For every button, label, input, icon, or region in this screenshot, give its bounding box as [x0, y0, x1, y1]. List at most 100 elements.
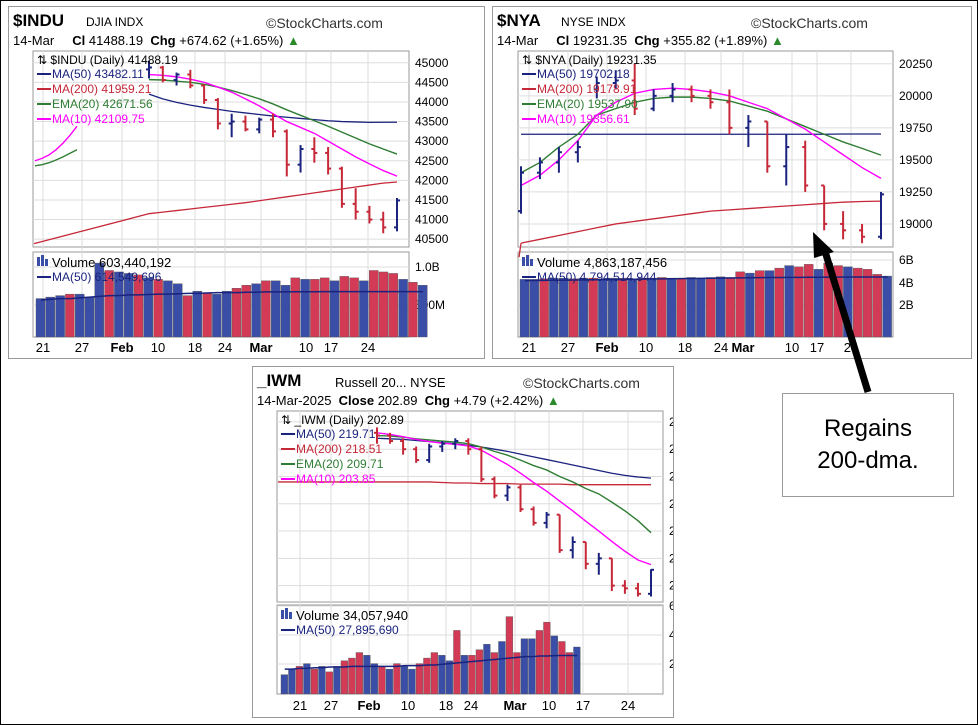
price-plot-area — [517, 50, 894, 248]
x-tick-label: 27 — [75, 340, 89, 355]
ohlc-bar — [536, 157, 543, 180]
ohlc-bar — [821, 184, 828, 231]
exchange-label: Russell 20... NYSE — [335, 375, 446, 390]
volume-bar — [388, 273, 398, 338]
y-tick-label: 42500 — [415, 154, 449, 168]
volume-bar — [202, 292, 212, 338]
legend-label-ma10: MA(10) 19356.61 — [537, 112, 630, 126]
x-tick-label: 24 — [844, 340, 858, 355]
volume-ma50-line — [40, 290, 424, 301]
ohlc-bar — [439, 441, 446, 452]
volume-bar — [430, 652, 438, 695]
y-tick-label: 20250 — [899, 57, 933, 71]
chart-nya: 20250 20000 19750 19500 19250 19000 6B 4B 2B 21 27… — [517, 50, 933, 355]
x-tick-label: Feb — [110, 340, 133, 355]
volume-ma50-line — [284, 654, 578, 670]
ohlc-bar — [518, 166, 524, 214]
volume-bar — [340, 660, 348, 695]
volume-bar — [378, 271, 389, 338]
y-tick-label: 215 — [669, 497, 673, 511]
x-tick-label: 10 — [542, 698, 556, 713]
volume-bar — [573, 646, 581, 695]
ohlc-bar — [859, 223, 866, 244]
volume-bar — [303, 663, 311, 695]
volume-bar — [715, 276, 726, 338]
brand-label: ©StockCharts.com — [266, 15, 383, 31]
ohlc-bar — [556, 513, 563, 553]
volume-bar — [370, 663, 378, 695]
volume-legend-icon — [37, 257, 40, 266]
ohlc-bar — [764, 120, 771, 173]
volume-tick-label: 4B — [899, 276, 914, 290]
volume-bar — [212, 293, 222, 338]
ohlc-bar — [400, 438, 407, 455]
volume-legend-icon — [281, 610, 284, 619]
chart-header-nya: $NYA NYSE INDX ©StockCharts.com 14-Mar C… — [493, 7, 971, 48]
legend-label-ma50: MA(50) 43482.11 — [52, 67, 144, 81]
x-tick-label: 24 — [218, 340, 232, 355]
quote-line: 14-Mar Cl 41488.19 Chg +674.62 (+1.65%) … — [13, 33, 300, 48]
callout-line-2: 200-dma. — [817, 447, 919, 474]
volume-bar — [535, 630, 543, 695]
volume-bar — [745, 272, 755, 338]
ohlc-bar — [504, 484, 511, 502]
volume-bar — [804, 264, 814, 338]
ohlc-bar — [612, 70, 619, 90]
x-tick-label: 10 — [299, 340, 313, 355]
ema20-line — [376, 434, 652, 534]
x-tick-label: 18 — [439, 698, 453, 713]
volume-bar — [686, 277, 696, 338]
volume-bar — [833, 265, 843, 338]
volume-bar — [251, 283, 261, 338]
volume-bar — [862, 269, 873, 338]
change-value: +674.62 (+1.65%) — [179, 33, 284, 48]
y-tick-label: 200 — [669, 579, 673, 593]
ohlc-bar — [201, 84, 208, 104]
ohlc-bar — [726, 89, 733, 135]
x-tick-label: 21 — [293, 698, 307, 713]
volume-bar — [647, 277, 657, 338]
volume-legend-icon — [45, 259, 48, 266]
volume-bar — [271, 280, 281, 338]
up-arrow-icon: ▲ — [286, 33, 300, 48]
y-tick-label: 19000 — [899, 217, 933, 231]
legend-label-ema20: EMA(20) 19537.90 — [537, 97, 638, 111]
ohlc-bar — [338, 166, 345, 208]
x-tick-label: 10 — [151, 340, 165, 355]
ohlc-bar — [366, 205, 373, 224]
volume-bar — [666, 277, 677, 338]
y-tick-label: 220 — [669, 469, 673, 483]
volume-bar — [794, 266, 804, 338]
volume-bar — [735, 271, 745, 338]
volume-bar — [280, 674, 288, 695]
volume-bar — [550, 635, 558, 695]
volume-bar — [568, 278, 579, 338]
close-value: 19231.35 — [572, 33, 628, 48]
volume-bar — [143, 277, 154, 338]
volume-bar — [325, 671, 333, 695]
ma10-line — [520, 87, 882, 187]
volume-bar — [543, 621, 551, 695]
volume-bar — [74, 293, 85, 338]
ohlc-bar — [242, 115, 249, 132]
ohlc-bar — [478, 446, 485, 482]
ohlc-bar — [593, 76, 600, 99]
ohlc-bar — [173, 72, 180, 86]
quote-line: 14-Mar-2025 Close 202.89 Chg +4.79 (+2.4… — [257, 393, 560, 408]
ohlc-bar — [574, 140, 581, 163]
x-tick-label: 17 — [324, 340, 338, 355]
ohlc-bar — [582, 540, 589, 570]
volume-bar — [192, 290, 203, 338]
x-tick-label: 18 — [678, 340, 692, 355]
volume-bar — [153, 279, 163, 338]
volume-tick-label: 60M — [669, 599, 673, 613]
ohlc-bar — [878, 191, 884, 240]
volume-bar — [539, 278, 549, 338]
volume-bar — [310, 279, 320, 338]
ma200-line-lead — [33, 213, 150, 245]
volume-bar — [438, 655, 446, 695]
volume-legend-title: Volume 603,440,192 — [52, 255, 171, 270]
ohlc-bar — [634, 582, 641, 597]
volume-bar — [696, 277, 706, 338]
legend-label-ema20: EMA(20) 42671.56 — [52, 97, 153, 111]
